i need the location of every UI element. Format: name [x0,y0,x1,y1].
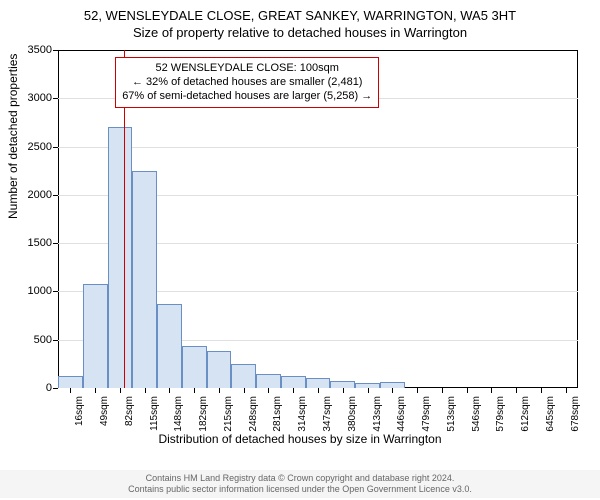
histogram-bar [132,171,157,388]
x-tick-label: 82sqm [124,396,135,426]
x-tick-mark [219,388,220,393]
x-tick-label: 182sqm [198,396,209,432]
histogram-bar [83,284,108,388]
histogram-chart: 52, WENSLEYDALE CLOSE, GREAT SANKEY, WAR… [0,0,600,500]
x-tick-mark [516,388,517,393]
annotation-line-2: ← 32% of detached houses are smaller (2,… [122,75,372,89]
histogram-bar [157,304,182,388]
x-tick-mark [194,388,195,393]
x-tick-label: 16sqm [74,396,85,426]
x-tick-label: 678sqm [570,396,581,432]
histogram-bar [330,381,355,388]
footer: Contains HM Land Registry data © Crown c… [0,470,600,499]
x-tick-label: 347sqm [322,396,333,432]
x-tick-mark [268,388,269,393]
x-tick-label: 579sqm [495,396,506,432]
x-tick-label: 479sqm [421,396,432,432]
gridline [58,147,578,148]
y-axis-label: Number of detached properties [6,54,20,219]
x-tick-label: 314sqm [297,396,308,432]
footer-line-2: Contains public sector information licen… [0,484,600,495]
x-tick-mark [145,388,146,393]
chart-title-sub: Size of property relative to detached ho… [0,23,600,40]
y-tick-label: 0 [46,382,52,394]
histogram-bar [231,364,256,388]
y-tick-label: 3500 [28,44,52,56]
histogram-bar [108,127,133,388]
x-tick-mark [417,388,418,393]
x-tick-label: 446sqm [396,396,407,432]
x-tick-label: 148sqm [173,396,184,432]
histogram-bar [256,374,281,388]
histogram-bar [306,378,331,388]
annotation-line-3: 67% of semi-detached houses are larger (… [122,89,372,103]
annotation-box: 52 WENSLEYDALE CLOSE: 100sqm ← 32% of de… [115,57,379,108]
y-tick-mark [53,388,58,389]
y-tick-label: 1000 [28,285,52,297]
x-tick-mark [442,388,443,393]
histogram-bar [207,351,232,388]
x-tick-mark [368,388,369,393]
x-tick-label: 248sqm [248,396,259,432]
y-tick-label: 1500 [28,237,52,249]
x-tick-label: 281sqm [272,396,283,432]
x-tick-label: 546sqm [471,396,482,432]
annotation-line-1: 52 WENSLEYDALE CLOSE: 100sqm [122,61,372,75]
x-tick-label: 380sqm [347,396,358,432]
x-tick-mark [467,388,468,393]
x-tick-label: 413sqm [372,396,383,432]
x-tick-label: 645sqm [545,396,556,432]
x-tick-mark [95,388,96,393]
histogram-bar [58,376,83,388]
footer-line-1: Contains HM Land Registry data © Crown c… [0,473,600,484]
x-axis-label: Distribution of detached houses by size … [0,432,600,446]
plot-area: 0500100015002000250030003500 16sqm49sqm8… [58,50,578,388]
histogram-bar [281,376,306,388]
x-tick-mark [244,388,245,393]
x-tick-mark [392,388,393,393]
x-tick-label: 612sqm [520,396,531,432]
y-tick-label: 2500 [28,141,52,153]
x-tick-mark [120,388,121,393]
x-tick-mark [491,388,492,393]
x-tick-label: 513sqm [446,396,457,432]
x-tick-label: 49sqm [99,396,110,426]
x-tick-mark [566,388,567,393]
x-tick-mark [169,388,170,393]
x-tick-label: 115sqm [149,396,160,431]
x-tick-mark [318,388,319,393]
histogram-bar [182,346,207,388]
y-tick-label: 3000 [28,92,52,104]
x-tick-mark [70,388,71,393]
chart-title-main: 52, WENSLEYDALE CLOSE, GREAT SANKEY, WAR… [0,0,600,23]
x-tick-mark [293,388,294,393]
x-tick-label: 215sqm [223,396,234,432]
y-tick-label: 2000 [28,189,52,201]
x-tick-mark [541,388,542,393]
x-tick-mark [343,388,344,393]
y-tick-label: 500 [34,334,52,346]
